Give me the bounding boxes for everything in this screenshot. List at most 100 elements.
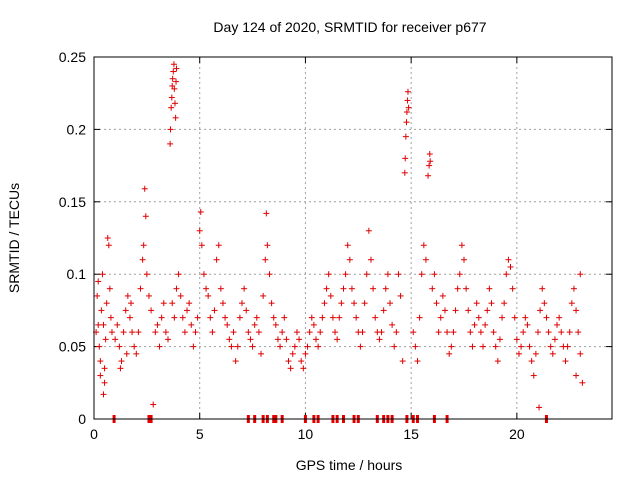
x-tick-label: 0 bbox=[90, 426, 98, 442]
data-point bbox=[122, 307, 129, 314]
data-point bbox=[467, 329, 474, 336]
data-point bbox=[338, 300, 345, 307]
data-point bbox=[224, 321, 231, 328]
data-point bbox=[412, 343, 419, 350]
data-point bbox=[293, 329, 300, 336]
data-point bbox=[429, 285, 436, 292]
data-point bbox=[492, 343, 499, 350]
data-point bbox=[105, 242, 112, 249]
data-point bbox=[197, 208, 204, 215]
data-point bbox=[357, 343, 364, 350]
data-point bbox=[205, 292, 212, 299]
data-point bbox=[380, 307, 387, 314]
data-point bbox=[102, 336, 109, 343]
data-point bbox=[382, 285, 389, 292]
data-point bbox=[172, 114, 179, 121]
data-point bbox=[568, 300, 575, 307]
data-point bbox=[353, 314, 360, 321]
data-point bbox=[112, 336, 119, 343]
data-point bbox=[577, 271, 584, 278]
y-tick-label: 0.15 bbox=[59, 194, 86, 210]
data-point bbox=[403, 109, 410, 116]
data-point bbox=[169, 300, 176, 307]
data-point bbox=[100, 391, 107, 398]
data-point bbox=[173, 65, 180, 72]
data-point bbox=[103, 300, 110, 307]
data-point bbox=[142, 213, 149, 220]
data-point bbox=[281, 314, 288, 321]
data-point bbox=[579, 379, 586, 386]
data-point bbox=[511, 314, 518, 321]
data-point bbox=[135, 329, 142, 336]
data-point bbox=[564, 343, 571, 350]
data-point bbox=[133, 350, 140, 357]
data-point bbox=[192, 329, 199, 336]
data-point bbox=[302, 350, 309, 357]
data-point bbox=[165, 336, 171, 343]
data-point bbox=[114, 321, 121, 328]
data-point bbox=[509, 285, 516, 292]
data-point bbox=[404, 97, 411, 104]
data-point bbox=[473, 300, 480, 307]
data-point bbox=[150, 401, 157, 408]
data-point bbox=[291, 343, 298, 350]
data-point bbox=[427, 158, 434, 165]
data-point bbox=[566, 329, 573, 336]
data-point bbox=[123, 350, 130, 357]
data-point bbox=[501, 300, 508, 307]
data-point bbox=[277, 343, 284, 350]
data-point bbox=[137, 285, 144, 292]
data-point bbox=[391, 343, 398, 350]
data-point bbox=[169, 75, 176, 82]
data-point bbox=[171, 100, 178, 107]
data-point bbox=[243, 307, 250, 314]
data-point bbox=[207, 314, 214, 321]
data-point bbox=[260, 292, 267, 299]
data-point bbox=[188, 321, 195, 328]
data-point bbox=[95, 278, 102, 285]
data-point bbox=[310, 321, 317, 328]
data-point bbox=[140, 242, 147, 249]
data-point bbox=[230, 329, 237, 336]
data-point bbox=[505, 256, 512, 263]
data-point bbox=[162, 329, 169, 336]
data-point bbox=[452, 307, 459, 314]
data-point bbox=[270, 314, 277, 321]
data-point bbox=[131, 343, 138, 350]
data-point bbox=[167, 126, 174, 133]
data-point bbox=[198, 242, 205, 249]
data-point bbox=[181, 329, 188, 336]
data-point bbox=[245, 329, 252, 336]
data-point bbox=[194, 314, 201, 321]
y-tick-label: 0.1 bbox=[67, 266, 87, 282]
data-point bbox=[209, 329, 216, 336]
x-axis-label: GPS time / hours bbox=[296, 457, 403, 473]
data-point bbox=[463, 285, 470, 292]
data-point bbox=[156, 343, 163, 350]
data-point bbox=[251, 321, 258, 328]
data-point bbox=[426, 162, 433, 169]
data-point bbox=[433, 300, 440, 307]
data-point bbox=[327, 292, 334, 299]
data-point bbox=[480, 343, 487, 350]
data-point bbox=[488, 300, 495, 307]
data-point bbox=[435, 329, 442, 336]
data-point bbox=[217, 285, 224, 292]
data-point bbox=[484, 307, 491, 314]
data-point bbox=[437, 314, 444, 321]
data-point bbox=[520, 329, 527, 336]
data-points bbox=[93, 61, 586, 423]
data-point bbox=[306, 329, 313, 336]
data-point bbox=[414, 358, 421, 365]
data-point bbox=[190, 343, 197, 350]
data-point bbox=[255, 329, 262, 336]
data-point bbox=[100, 321, 107, 328]
data-point bbox=[543, 314, 550, 321]
data-point bbox=[304, 343, 311, 350]
data-point bbox=[141, 185, 148, 192]
data-point bbox=[418, 271, 425, 278]
data-point bbox=[397, 292, 404, 299]
data-point bbox=[441, 307, 448, 314]
data-point bbox=[395, 271, 402, 278]
data-point bbox=[239, 300, 245, 307]
